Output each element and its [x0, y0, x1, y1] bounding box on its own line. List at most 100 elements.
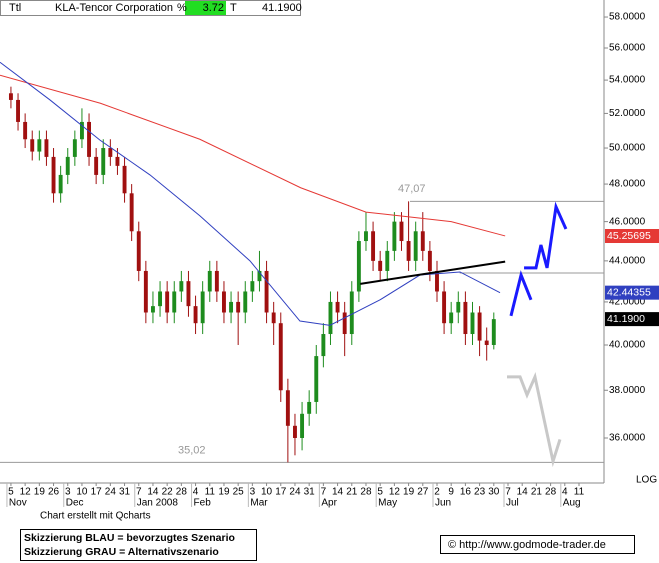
candle-body — [51, 156, 56, 194]
legend-line: Skizzierung GRAU = Alternativszenario — [24, 546, 219, 558]
candle-body — [278, 323, 283, 391]
candle-body — [165, 291, 170, 313]
candle-body — [214, 270, 219, 292]
x-tick-label: 7 — [505, 487, 511, 498]
candle-body — [364, 231, 368, 242]
x-tick-label: 14 — [332, 487, 344, 498]
y-tick-label: 42.0000 — [609, 297, 646, 308]
x-tick-label: 3 — [250, 487, 256, 498]
x-tick-label: 25 — [233, 487, 245, 498]
month-label: Jul — [506, 498, 519, 509]
x-tick-label: 19 — [218, 487, 230, 498]
candle-body — [385, 250, 390, 271]
x-tick-label: 12 — [389, 487, 401, 498]
candle-body — [420, 231, 425, 251]
x-tick-label: 12 — [20, 487, 32, 498]
last: 41.1900 — [262, 2, 302, 14]
candle-body — [349, 291, 354, 335]
pct-box — [185, 1, 226, 15]
y-tick-label: 58.0000 — [609, 12, 646, 23]
candle-body — [8, 93, 13, 100]
month-label: Apr — [321, 498, 337, 509]
price-tag — [605, 229, 659, 244]
x-tick-label: 11 — [574, 487, 585, 498]
month-label: May — [378, 498, 397, 509]
x-tick-label: 17 — [275, 487, 287, 498]
header: Ttl KLA-Tencor Corporation % 3.72 T 41.1… — [0, 0, 302, 16]
candle-body — [491, 319, 496, 345]
candle-body — [435, 270, 439, 292]
candle-body — [314, 356, 319, 402]
pct: 3.72 — [203, 2, 224, 14]
candle-body — [356, 241, 361, 292]
candle-body — [406, 241, 411, 261]
candle-body — [427, 250, 432, 271]
y-tick-label: 38.0000 — [609, 385, 646, 396]
month-label: Aug — [563, 498, 581, 509]
month-label: Nov — [9, 498, 27, 509]
candle-body — [108, 148, 113, 157]
candle-body — [222, 291, 226, 313]
x-tick-label: 10 — [76, 487, 88, 498]
x-tick-label: 22 — [162, 487, 174, 498]
x-tick-label: 2 — [434, 487, 440, 498]
month-label: Jun — [435, 498, 451, 509]
source: © http://www.godmode-trader.de — [448, 539, 606, 551]
candle-body — [122, 165, 127, 194]
y-tick-label: 50.0000 — [609, 143, 646, 154]
x-tick-label: 17 — [91, 487, 103, 498]
company: KLA-Tencor Corporation — [55, 2, 173, 14]
candle-body — [129, 193, 134, 232]
x-tick-label: 31 — [119, 487, 131, 498]
legend-line: Skizzierung BLAU = bevorzugtes Szenario — [24, 532, 235, 544]
y-tick-label: 46.0000 — [609, 216, 646, 227]
candle-body — [456, 301, 461, 313]
candle-body — [65, 156, 70, 175]
x-tick-label: 11 — [205, 487, 216, 498]
candle-body — [463, 301, 468, 335]
candle-body — [193, 306, 198, 324]
level-label: 35,02 — [178, 444, 206, 456]
candle-body — [30, 139, 35, 152]
price-tag — [605, 312, 659, 327]
x-tick-label: 14 — [147, 487, 159, 498]
month-label: Jan 2008 — [137, 498, 179, 509]
candle-body — [449, 312, 454, 324]
candle-body — [300, 413, 305, 438]
candle-body — [87, 121, 91, 157]
x-tick-label: 30 — [488, 487, 500, 498]
x-tick-label: 24 — [289, 487, 301, 498]
candle-body — [44, 139, 49, 157]
candle-body — [37, 139, 42, 152]
x-tick-label: 3 — [65, 487, 71, 498]
x-tick-label: 5 — [377, 487, 383, 498]
x-tick-label: 5 — [8, 487, 14, 498]
x-tick-label: 21 — [346, 487, 358, 498]
candle-body — [115, 156, 120, 166]
x-tick-label: 28 — [545, 487, 557, 498]
line-series — [524, 201, 568, 270]
source-box — [440, 535, 635, 554]
month-label: Mar — [250, 498, 268, 509]
x-tick-label: 9 — [448, 487, 454, 498]
x-tick-label: 7 — [136, 487, 142, 498]
candle-body — [143, 270, 148, 313]
credit: Chart erstellt mit Qcharts — [40, 511, 151, 522]
price-tag-label: 45.25695 — [607, 230, 651, 242]
candle-body — [321, 334, 326, 357]
x-tick-label: 27 — [417, 487, 429, 498]
candle-body — [342, 312, 347, 335]
candle-body — [307, 401, 312, 414]
x-tick-label: 31 — [304, 487, 316, 498]
x-tick-label: 7 — [321, 487, 327, 498]
candle-body — [158, 291, 163, 307]
candle-body — [16, 99, 20, 122]
y-tick-label: 40.0000 — [609, 340, 646, 351]
x-tick-label: 19 — [403, 487, 415, 498]
candle-body — [250, 281, 255, 292]
candle-body — [79, 121, 84, 140]
y-tick-label: 54.0000 — [609, 75, 646, 86]
candle-body — [335, 301, 340, 313]
candle-body — [179, 281, 184, 292]
